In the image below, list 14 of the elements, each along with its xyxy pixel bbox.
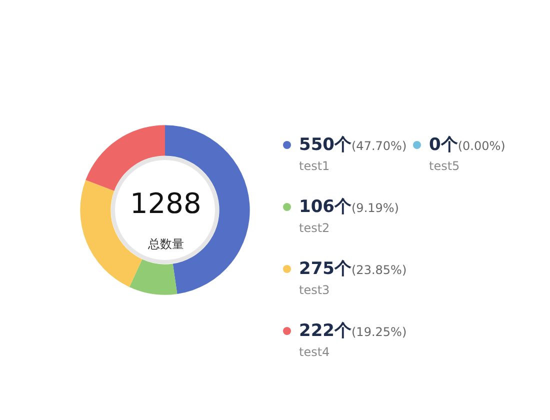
text: 总数量 bbox=[147, 237, 184, 251]
data-label: 222个(19.25%) bbox=[299, 321, 407, 341]
legend-label: test2 bbox=[299, 221, 330, 235]
donut-slice bbox=[129, 259, 178, 295]
data-label: 275个(23.85%) bbox=[299, 259, 407, 279]
legend-label: test5 bbox=[429, 159, 460, 173]
donut-slice bbox=[86, 125, 165, 191]
text: 1288 bbox=[130, 187, 202, 220]
data-label: 106个(9.19%) bbox=[299, 197, 399, 217]
legend-label: test4 bbox=[299, 345, 330, 359]
text: 0个(0.00%) bbox=[429, 135, 506, 155]
legend-label: test1 bbox=[299, 159, 330, 173]
legend-label: test3 bbox=[299, 283, 330, 297]
data-label: 550个(47.70%) bbox=[299, 135, 407, 155]
